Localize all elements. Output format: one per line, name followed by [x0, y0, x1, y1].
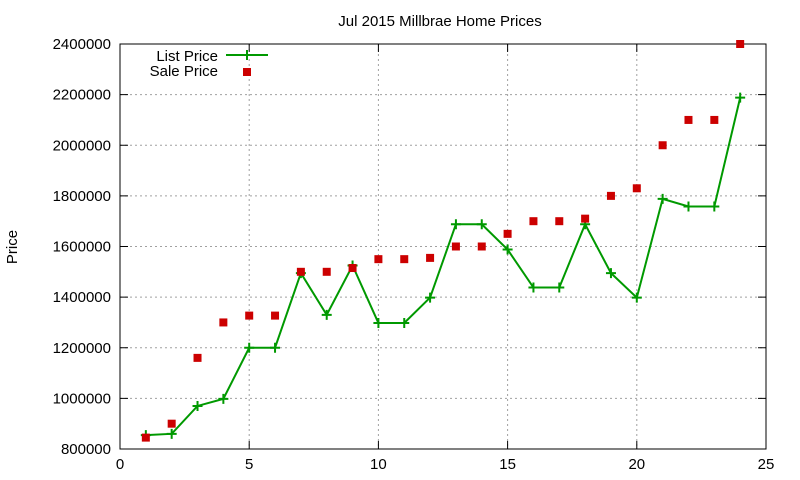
y-tick-label: 1000000 [53, 390, 111, 407]
sale-price-point [167, 419, 176, 428]
sale-price-point [477, 242, 486, 251]
list-price-marker [631, 292, 642, 303]
sale-price-point [348, 264, 357, 273]
axis-ticks [119, 43, 767, 450]
y-tick-label: 2200000 [53, 87, 111, 104]
x-tick-label: 25 [758, 456, 775, 473]
list-price-marker [192, 400, 203, 411]
chart-title: Jul 2015 Millbrae Home Prices [338, 13, 541, 30]
list-price-marker [657, 193, 668, 204]
x-axis-tick-labels: 0 5 10 15 20 25 [116, 456, 775, 473]
legend-label-sale-price: Sale Price [150, 63, 218, 80]
sale-price-point [581, 214, 590, 223]
sale-price-point [684, 115, 693, 124]
list-price-marker [399, 317, 410, 328]
list-price-marker [321, 309, 332, 320]
x-tick-label: 20 [628, 456, 645, 473]
y-tick-label: 1200000 [53, 340, 111, 357]
list-price-marker [425, 292, 436, 303]
sale-price-point [322, 267, 331, 276]
sale-price-point [426, 253, 435, 262]
sale-price-point [245, 311, 254, 320]
legend-label-list-price: List Price [156, 48, 218, 65]
legend: List Price Sale Price [150, 48, 268, 80]
list-price-line [145, 97, 742, 437]
x-tick-label: 10 [370, 456, 387, 473]
list-price-marker [373, 317, 384, 328]
series-sale-price [141, 40, 745, 442]
list-price-marker [709, 201, 720, 212]
sale-price-point [374, 255, 383, 264]
list-price-marker [450, 219, 461, 230]
sale-price-point [529, 217, 538, 226]
x-tick-label: 15 [499, 456, 516, 473]
sale-price-point [400, 255, 409, 264]
legend-swatch-list-price [226, 50, 268, 60]
list-price-marker [735, 92, 746, 103]
sale-price-point [606, 191, 615, 200]
sale-price-point [193, 353, 202, 362]
legend-swatch-sale-price [243, 68, 251, 76]
list-price-marker [166, 428, 177, 439]
list-price-marker [244, 342, 255, 353]
sale-price-point [632, 184, 641, 193]
list-price-marker [528, 282, 539, 293]
y-tick-label: 800000 [61, 441, 111, 458]
y-tick-label: 1600000 [53, 239, 111, 256]
y-tick-label: 1800000 [53, 188, 111, 205]
sale-price-point [451, 242, 460, 251]
x-tick-label: 0 [116, 456, 124, 473]
y-tick-label: 2400000 [53, 36, 111, 53]
legend-marker-list-price [242, 50, 252, 60]
sale-price-point [658, 141, 667, 150]
y-axis-label: Price [4, 230, 21, 264]
y-tick-label: 1400000 [53, 289, 111, 306]
list-price-marker [218, 393, 229, 404]
list-price-marker [270, 342, 281, 353]
list-price-marker [683, 201, 694, 212]
sale-price-point [710, 115, 719, 124]
list-price-marker [605, 268, 616, 279]
x-tick-label: 5 [245, 456, 253, 473]
sale-price-point [555, 217, 564, 226]
sale-price-point [219, 318, 228, 327]
list-price-marker [554, 282, 565, 293]
sale-price-point [503, 229, 512, 238]
sale-price-point [296, 267, 305, 276]
list-price-marker [502, 244, 513, 255]
y-tick-label: 2000000 [53, 137, 111, 154]
sale-price-point [736, 40, 745, 48]
list-price-marker [476, 219, 487, 230]
legend-marker-sale-price [243, 68, 251, 76]
sale-price-point [141, 433, 150, 442]
y-axis-tick-labels: 800000 1000000 1200000 1400000 1600000 180000… [53, 36, 111, 458]
sale-price-point [271, 311, 280, 320]
